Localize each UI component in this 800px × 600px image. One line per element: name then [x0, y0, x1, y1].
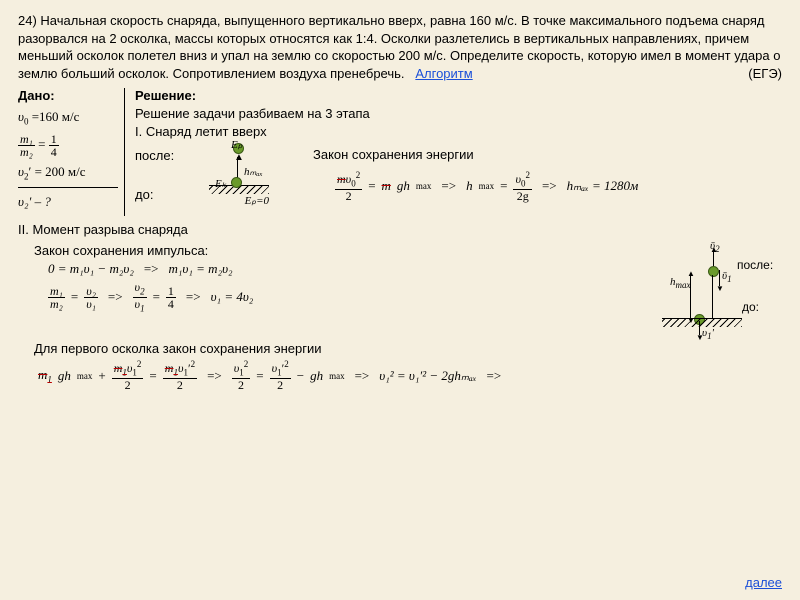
momentum-law: Закон сохранения импульса: — [34, 243, 612, 258]
given-block: Дано: υ0 =160 м/с m₁m₂ = 14 υ2′ = 200 м/… — [18, 88, 125, 216]
hmax-result: hₘₐₓ = 1280м — [567, 178, 639, 194]
v2p-value: = 200 м/с — [35, 164, 86, 179]
v1b: υ₁ — [84, 298, 98, 310]
solution-title: Решение: — [135, 88, 782, 103]
m2b: m₂ — [48, 298, 65, 310]
m1b: m₁ — [48, 285, 65, 298]
d2-after: после: — [737, 258, 773, 272]
ratio-1: 1 — [49, 133, 59, 146]
energy-eq-final: υ₁² = υ₁′² − 2ghₘₐₓ — [379, 368, 476, 384]
diagram-stage2: ῡ2 ῡ1 после: hmax до: υ1′ — [642, 240, 782, 335]
ep-label: Eₚ — [231, 138, 242, 151]
q4: 4 — [166, 298, 176, 310]
next-link[interactable]: далее — [745, 575, 782, 590]
ratio-4: 4 — [49, 146, 59, 158]
algorithm-link[interactable]: Алгоритм — [415, 66, 472, 81]
m2: m₂ — [18, 146, 35, 158]
find: υ₂′ – ? — [18, 194, 118, 210]
given-title: Дано: — [18, 88, 118, 103]
problem-text: Начальная скорость снаряда, выпущенного … — [18, 13, 780, 81]
diagram-stage1: Eₚ ▲▼hₘₐₓ Eₖ Eₚ=0 — [209, 142, 269, 207]
v0-value: =160 м/с — [32, 109, 80, 124]
after-label: после: — [135, 148, 195, 163]
problem-statement: 24) Начальная скорость снаряда, выпущенн… — [18, 12, 782, 82]
hmax-label: hₘₐₓ — [244, 165, 263, 178]
ek-label: Eₖ — [215, 177, 226, 190]
source-label: (ЕГЭ) — [748, 65, 782, 83]
fragment1-energy: Для первого осколка закон сохранения эне… — [34, 341, 782, 356]
m1: m₁ — [18, 133, 35, 146]
split-stages: Решение задачи разбиваем на 3 этапа — [135, 106, 782, 121]
before-label: до: — [135, 187, 195, 202]
v1-4v2: υ₁ = 4υ₂ — [211, 289, 254, 305]
ep0-label: Eₚ=0 — [209, 194, 269, 207]
solution-block: Решение: Решение задачи разбиваем на 3 э… — [125, 88, 782, 216]
momentum-eq1: 0 = m₁υ₁ − m₂υ₂ — [48, 261, 134, 277]
problem-number: 24) — [18, 13, 37, 28]
d2-before: до: — [742, 300, 759, 314]
momentum-eq2: m₁υ₁ = m₂υ₂ — [169, 261, 233, 277]
v2b: υ₂ — [84, 285, 98, 298]
energy-law-label: Закон сохранения энергии — [313, 147, 474, 162]
stage1: I. Снаряд летит вверх — [135, 124, 782, 139]
fragment-dot-top — [708, 266, 719, 277]
q1: 1 — [166, 285, 176, 298]
stage2: II. Момент разрыва снаряда — [18, 222, 782, 237]
hmax-den: 2g — [513, 190, 532, 202]
